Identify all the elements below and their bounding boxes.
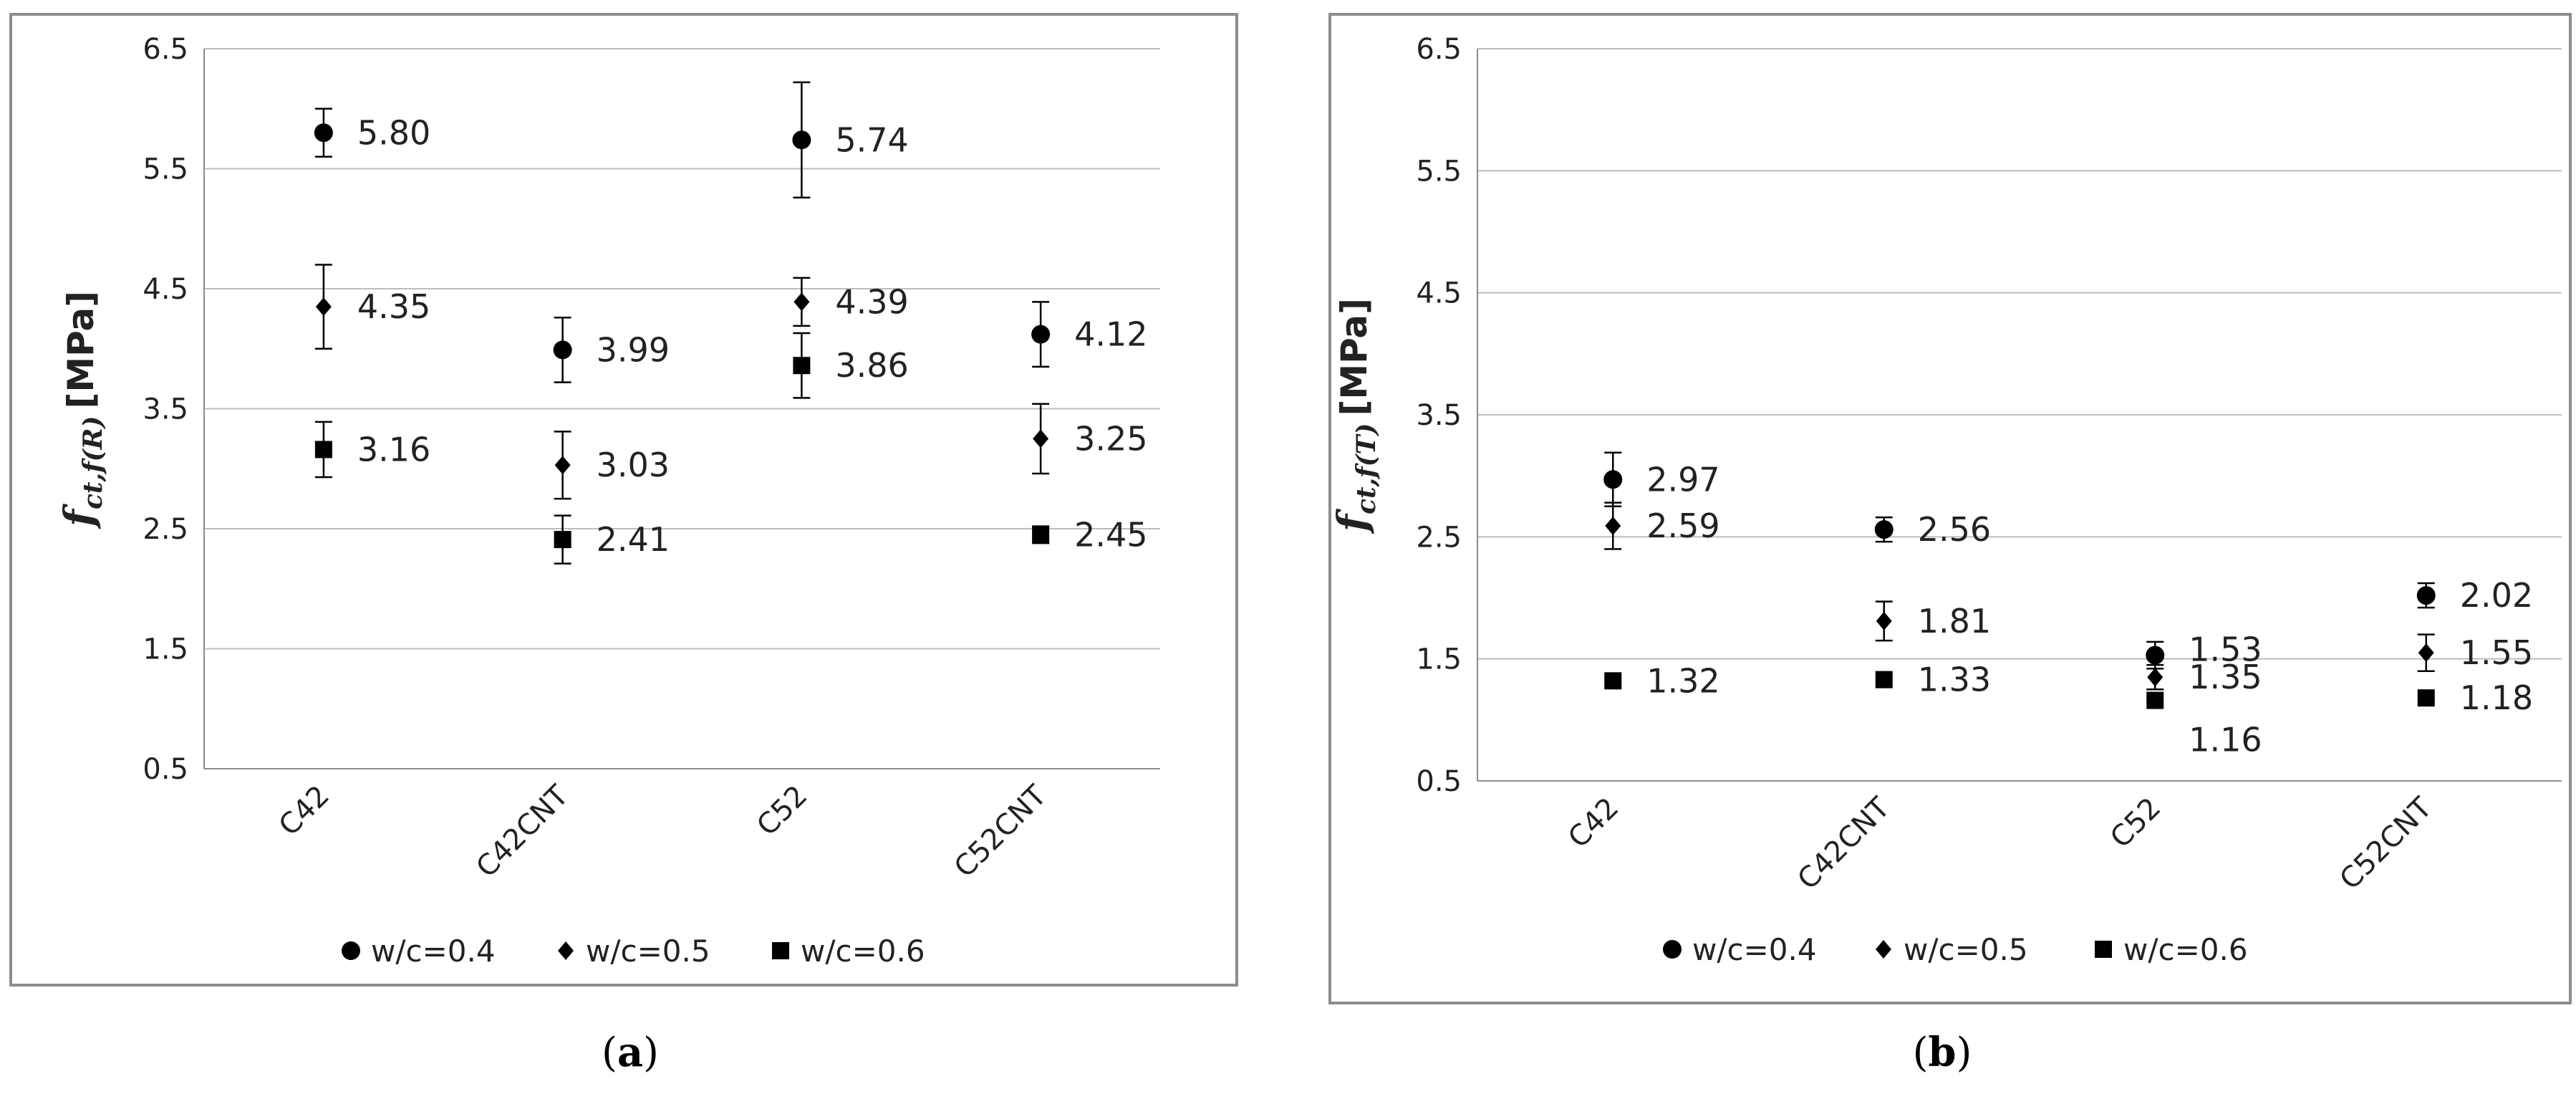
y-tick-label: 3.5 [143,393,188,426]
legend-label: w/c=0.4 [1692,932,1817,967]
legend-marker-square [772,942,789,959]
data-label: 5.74 [835,120,908,159]
y-axis-label: fct,f(T)[MPa] [1329,298,1381,534]
y-tick-label: 5.5 [143,153,188,186]
data-label: 3.99 [597,330,670,369]
data-point-square [2146,691,2164,709]
data-point-square [1032,526,1050,544]
data-point-square [1604,672,1622,690]
data-label: 4.12 [1074,315,1147,354]
y-tick-label: 5.5 [1416,155,1462,188]
y-tick-label: 1.5 [1416,643,1462,676]
data-label: 2.45 [1074,515,1147,554]
data-point-circle [2416,586,2436,605]
data-label: 2.97 [1646,460,1719,499]
data-point-diamond [554,456,571,475]
data-label: 1.55 [2460,633,2533,672]
data-label: 1.18 [2460,678,2533,717]
data-label: 4.39 [835,282,908,321]
data-point-circle [1874,520,1894,539]
y-tick-label: 4.5 [1416,277,1462,310]
panel-label: (a) [602,1029,659,1076]
data-point-circle [792,130,811,150]
legend-marker-square [2095,941,2112,958]
data-label: 2.56 [1918,510,1991,549]
data-point-circle [314,123,333,143]
data-point-circle [2146,646,2165,665]
data-point-diamond [793,292,810,312]
data-point-square [1875,671,1893,688]
data-point-square [793,357,811,375]
data-point-diamond [1033,429,1049,448]
y-tick-label: 0.5 [143,753,188,786]
y-tick-label: 3.5 [1416,399,1462,432]
data-point-square [314,441,332,459]
y-tick-label: 0.5 [1416,765,1462,798]
legend-label: w/c=0.5 [1904,932,2028,967]
panel-label: (b) [1913,1029,1972,1076]
data-label: 1.16 [2189,721,2262,759]
data-label: 3.16 [357,430,430,469]
legend-label: w/c=0.5 [586,934,710,969]
data-point-diamond [315,297,332,317]
legend-label: w/c=0.4 [371,934,496,969]
data-label: 1.81 [1918,602,1991,640]
data-label: 2.59 [1646,507,1719,545]
chart-frame [9,13,1238,987]
y-tick-label: 6.5 [1416,33,1462,66]
y-tick-label: 1.5 [143,633,188,666]
data-point-square [2417,689,2435,707]
data-point-circle [1031,325,1051,344]
legend-marker-circle [1663,940,1682,959]
y-axis-label: fct,f(R)[MPa] [56,291,108,529]
data-label: 2.41 [597,520,670,559]
data-label: 3.86 [835,346,908,385]
data-point-diamond [1876,611,1892,630]
data-point-diamond [2418,643,2434,663]
data-label: 5.80 [357,113,430,152]
data-label: 1.53 [2189,630,2262,669]
legend-marker-circle [342,941,360,960]
data-point-diamond [2147,668,2163,687]
data-point-circle [1603,470,1623,489]
data-point-square [554,531,571,549]
data-point-diamond [1605,517,1621,536]
legend-label: w/c=0.6 [801,934,925,969]
data-point-circle [553,340,572,360]
legend-marker-diamond [558,941,574,960]
data-label: 3.03 [597,446,670,484]
y-tick-label: 2.5 [1416,521,1462,554]
legend-label: w/c=0.6 [2123,932,2248,967]
data-label: 4.35 [357,287,430,326]
y-tick-label: 2.5 [143,513,188,546]
data-label: 1.32 [1646,661,1719,700]
y-tick-label: 4.5 [143,273,188,306]
y-tick-label: 6.5 [143,33,188,66]
data-label: 2.02 [2460,576,2533,615]
data-label: 3.25 [1074,419,1147,458]
data-label: 1.35 [2189,658,2262,696]
data-label: 1.33 [1918,661,1991,699]
legend-marker-diamond [1876,940,1891,959]
chart-frame [1328,13,2572,1004]
